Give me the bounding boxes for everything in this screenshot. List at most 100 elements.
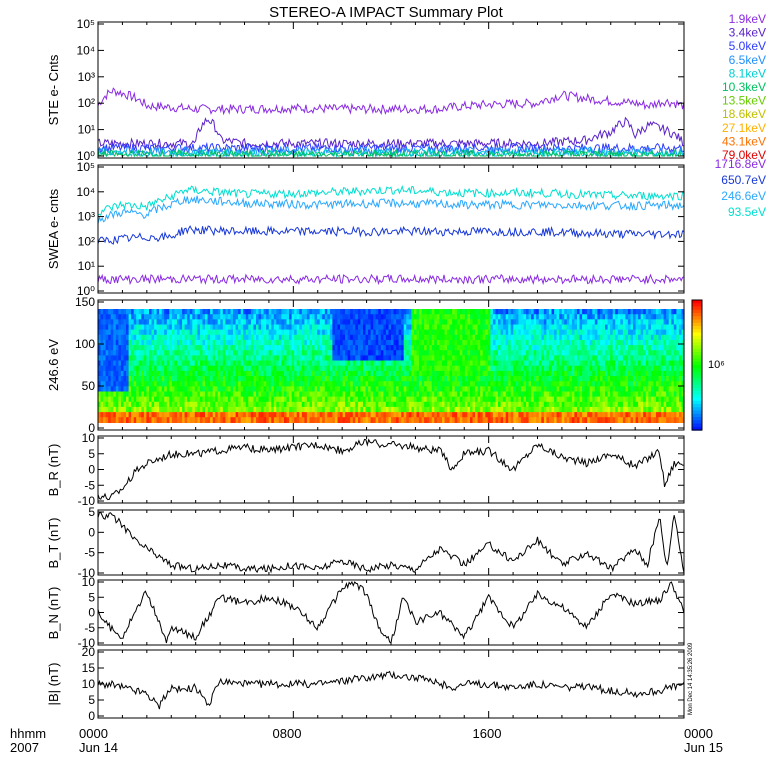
spectrogram-cell <box>289 350 293 356</box>
spectrogram-cell <box>281 319 285 326</box>
spectrogram-cell <box>268 314 272 320</box>
spectrogram-cell <box>263 355 267 362</box>
spectrogram-cell <box>492 417 496 423</box>
spectrogram-cell <box>391 365 395 372</box>
spectrogram-cell <box>212 345 216 351</box>
spectrogram-cell <box>442 370 446 377</box>
spectrogram-cell <box>416 355 420 362</box>
spectrogram-cell <box>526 370 530 377</box>
spectrogram-cell <box>284 381 288 387</box>
spectrogram-cell <box>393 329 397 336</box>
spectrogram-cell <box>192 350 196 356</box>
spectrogram-cell <box>197 396 201 403</box>
spectrogram-cell <box>169 376 173 382</box>
spectrogram-cell <box>503 339 507 346</box>
spectrogram-cell <box>182 334 186 341</box>
y-tick-label: 10⁵ <box>77 17 95 31</box>
spectrogram-cell <box>250 401 254 408</box>
spectrogram-cell <box>103 339 107 346</box>
spectrogram-cell <box>526 391 530 398</box>
spectrogram-cell <box>256 401 260 408</box>
spectrogram-cell <box>205 334 209 341</box>
spectrogram-cell <box>161 365 165 372</box>
spectrogram-cell <box>495 365 499 372</box>
spectrogram-cell <box>98 345 102 351</box>
spectrogram-cell <box>520 412 524 418</box>
spectrogram-cell <box>268 370 272 377</box>
spectrogram-cell <box>538 406 542 413</box>
spectrogram-cell <box>113 324 117 331</box>
spectrogram-cell <box>401 396 405 403</box>
spectrogram-cell <box>503 319 507 326</box>
spectrogram-cell <box>383 360 387 367</box>
spectrogram-cell <box>136 350 140 356</box>
spectrogram-cell <box>416 381 420 387</box>
spectrogram-cell <box>258 324 262 331</box>
spectrogram-cell <box>123 334 127 341</box>
spectrogram-cell <box>472 391 476 398</box>
spectrogram-cell <box>577 391 581 398</box>
spectrogram-cell <box>324 370 328 377</box>
spectrogram-cell <box>612 314 616 320</box>
spectrogram-cell <box>554 376 558 382</box>
spectrogram-cell <box>625 401 629 408</box>
spectrogram-cell <box>103 314 107 320</box>
spectrogram-cell <box>510 391 514 398</box>
spectrogram-cell <box>533 350 537 356</box>
spectrogram-cell <box>564 339 568 346</box>
spectrogram-cell <box>513 417 517 423</box>
spectrogram-cell <box>248 365 252 372</box>
spectrogram-cell <box>462 370 466 377</box>
spectrogram-cell <box>449 345 453 351</box>
spectrogram-cell <box>429 309 433 315</box>
spectrogram-cell <box>360 376 364 382</box>
spectrogram-cell <box>431 412 435 418</box>
spectrogram-cell <box>571 391 575 398</box>
spectrogram-cell <box>230 360 234 367</box>
spectrogram-cell <box>329 386 333 393</box>
spectrogram-cell <box>620 324 624 331</box>
spectrogram-cell <box>268 329 272 336</box>
spectrogram-cell <box>396 381 400 387</box>
spectrogram-cell <box>123 309 127 315</box>
spectrogram-cell <box>498 324 502 331</box>
spectrogram-cell <box>133 329 137 336</box>
spectrogram-cell <box>347 345 351 351</box>
spectrogram-cell <box>319 396 323 403</box>
spectrogram-cell <box>559 376 563 382</box>
spectrogram-cell <box>436 309 440 315</box>
spectrogram-cell <box>179 324 183 331</box>
spectrogram-cell <box>462 406 466 413</box>
spectrogram-cell <box>419 406 423 413</box>
spectrogram-cell <box>329 329 333 336</box>
spectrogram-cell <box>541 350 545 356</box>
spectrogram-cell <box>225 309 229 315</box>
spectrogram-cell <box>179 319 183 326</box>
spectrogram-cell <box>149 370 153 377</box>
spectrogram-cell <box>569 406 573 413</box>
spectrogram-cell <box>166 329 170 336</box>
spectrogram-cell <box>342 386 346 393</box>
spectrogram-cell <box>482 370 486 377</box>
spectrogram-cell <box>434 334 438 341</box>
spectrogram-cell <box>340 360 344 367</box>
spectrogram-cell <box>329 370 333 377</box>
spectrogram-cell <box>627 339 631 346</box>
spectrogram-cell <box>495 350 499 356</box>
spectrogram-cell <box>500 329 504 336</box>
spectrogram-cell <box>205 329 209 336</box>
spectrogram-cell <box>113 370 117 377</box>
spectrogram-cell <box>273 406 277 413</box>
spectrogram-cell <box>210 309 214 315</box>
spectrogram-cell <box>207 324 211 331</box>
spectrogram-cell <box>403 391 407 398</box>
spectrogram-cell <box>620 412 624 418</box>
spectrogram-cell <box>289 412 293 418</box>
spectrogram-cell <box>291 355 295 362</box>
spectrogram-cell <box>602 334 606 341</box>
spectrogram-cell <box>505 360 509 367</box>
spectrogram-cell <box>587 319 591 326</box>
spectrogram-cell <box>202 401 206 408</box>
spectrogram-cell <box>462 309 466 315</box>
spectrogram-cell <box>416 365 420 372</box>
